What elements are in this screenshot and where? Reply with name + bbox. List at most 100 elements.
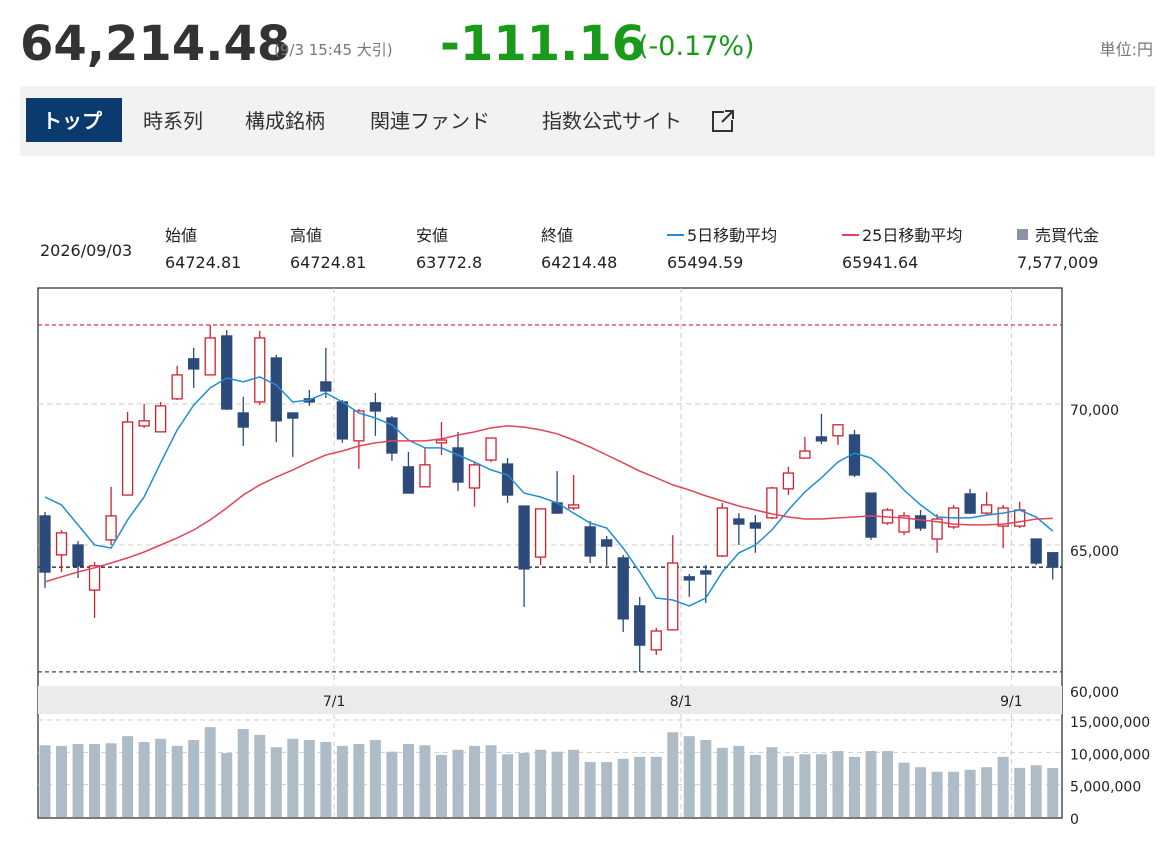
y2-tick-label: 0 bbox=[1070, 812, 1079, 828]
volume-bar bbox=[188, 740, 200, 817]
candle-body bbox=[55, 532, 68, 556]
volume-bar bbox=[171, 745, 183, 817]
volume-bar bbox=[782, 756, 794, 817]
candle-body bbox=[221, 335, 233, 410]
legend-value: 65941.64 bbox=[842, 253, 918, 272]
volume-bar bbox=[915, 767, 927, 817]
candle-body bbox=[468, 464, 481, 489]
moving-average-line bbox=[44, 425, 1053, 583]
volume-bar bbox=[138, 741, 150, 817]
tab[interactable]: トップ bbox=[42, 109, 103, 133]
volume-bar bbox=[551, 751, 563, 817]
candle-body bbox=[419, 464, 431, 488]
volume-bar bbox=[502, 754, 514, 817]
volume-bar bbox=[667, 732, 679, 817]
y-tick-label: 60,000 bbox=[1070, 685, 1119, 701]
candle-body bbox=[964, 493, 976, 514]
volume-bar bbox=[419, 745, 431, 817]
volume-bar bbox=[435, 754, 447, 817]
y2-tick-label: 10,000,000 bbox=[1070, 747, 1150, 763]
candle-body bbox=[435, 439, 448, 444]
tab-bar bbox=[20, 86, 1155, 156]
volume-bar bbox=[716, 747, 728, 817]
candle-body bbox=[1047, 552, 1059, 568]
unit: 単位:円 bbox=[1100, 40, 1153, 59]
price-change-pct: (-0.17%) bbox=[638, 31, 755, 62]
candle-body bbox=[898, 515, 910, 533]
y-tick-label: 70,000 bbox=[1070, 403, 1119, 419]
volume-bar bbox=[832, 751, 844, 817]
index-price: 64,214.48 bbox=[20, 16, 290, 72]
candle-body bbox=[733, 518, 745, 525]
summary-label: 高値 bbox=[290, 226, 322, 245]
tab[interactable]: 時系列 bbox=[143, 109, 203, 133]
candle-body bbox=[452, 447, 464, 483]
candle-body bbox=[914, 515, 927, 529]
candle-body bbox=[832, 424, 844, 437]
candle-body bbox=[353, 410, 365, 442]
x-tick-label: 8/1 bbox=[670, 694, 693, 710]
volume-bar bbox=[799, 754, 811, 817]
legend-label: 5日移動平均 bbox=[687, 226, 777, 245]
candle-body bbox=[188, 358, 200, 370]
volume-bar bbox=[452, 749, 464, 817]
volume-bar bbox=[1047, 768, 1059, 817]
volume-bar bbox=[882, 751, 894, 817]
candle-body bbox=[650, 630, 662, 651]
candle-body bbox=[121, 421, 134, 496]
volume-bar bbox=[733, 745, 745, 817]
summary-date: 2026/09/03 bbox=[40, 241, 132, 260]
candle-body bbox=[700, 570, 712, 575]
volume-bar bbox=[749, 754, 761, 817]
summary-value: 64724.81 bbox=[165, 253, 241, 272]
volume-bar bbox=[700, 740, 712, 817]
volume-bar bbox=[237, 729, 249, 817]
candle-body bbox=[931, 518, 943, 540]
volume-bar bbox=[848, 756, 860, 817]
candle-body bbox=[336, 401, 349, 440]
candle-body bbox=[369, 402, 382, 412]
candle-body bbox=[683, 576, 695, 581]
summary-label: 始値 bbox=[165, 226, 197, 245]
volume-bar bbox=[72, 743, 84, 817]
tab[interactable]: 関連ファンド bbox=[370, 109, 490, 133]
volume-bar bbox=[105, 743, 117, 817]
volume-bar bbox=[402, 743, 414, 817]
volume-bar bbox=[815, 754, 827, 817]
volume-bar bbox=[221, 752, 233, 817]
volume-bar bbox=[469, 745, 481, 817]
candle-body bbox=[237, 412, 249, 428]
volume-bar bbox=[617, 758, 629, 817]
candle-body bbox=[154, 405, 167, 433]
candle-body bbox=[1030, 538, 1042, 564]
volume-bar bbox=[89, 743, 101, 817]
volume-bar bbox=[39, 745, 51, 817]
volume-bar bbox=[1030, 765, 1042, 817]
moving-average-line bbox=[44, 376, 1054, 607]
external-link-icon[interactable] bbox=[712, 110, 734, 132]
summary-value: 64214.48 bbox=[541, 253, 617, 272]
volume-bar bbox=[204, 727, 216, 817]
legend-swatch bbox=[1017, 229, 1028, 240]
candle-body bbox=[997, 507, 1009, 527]
candle-body bbox=[204, 337, 216, 376]
tab-active-bg[interactable] bbox=[26, 98, 122, 142]
tab[interactable]: 指数公式サイト bbox=[542, 109, 682, 133]
volume-bar bbox=[1014, 767, 1026, 817]
chart-frame bbox=[37, 287, 1063, 819]
summary-label: 終値 bbox=[541, 226, 573, 245]
candle-body bbox=[171, 374, 183, 400]
tab[interactable]: 構成銘柄 bbox=[245, 109, 325, 133]
volume-bar bbox=[287, 738, 299, 817]
legend-label: 25日移動平均 bbox=[862, 226, 962, 245]
candle-body bbox=[634, 605, 646, 646]
volume-bar bbox=[155, 738, 167, 817]
y-tick-label: 65,000 bbox=[1070, 544, 1119, 560]
candle-body bbox=[402, 466, 415, 494]
candle-body bbox=[667, 562, 679, 631]
summary-value: 63772.8 bbox=[416, 253, 482, 272]
legend-value: 65494.59 bbox=[667, 253, 743, 272]
candle-body bbox=[105, 515, 117, 541]
